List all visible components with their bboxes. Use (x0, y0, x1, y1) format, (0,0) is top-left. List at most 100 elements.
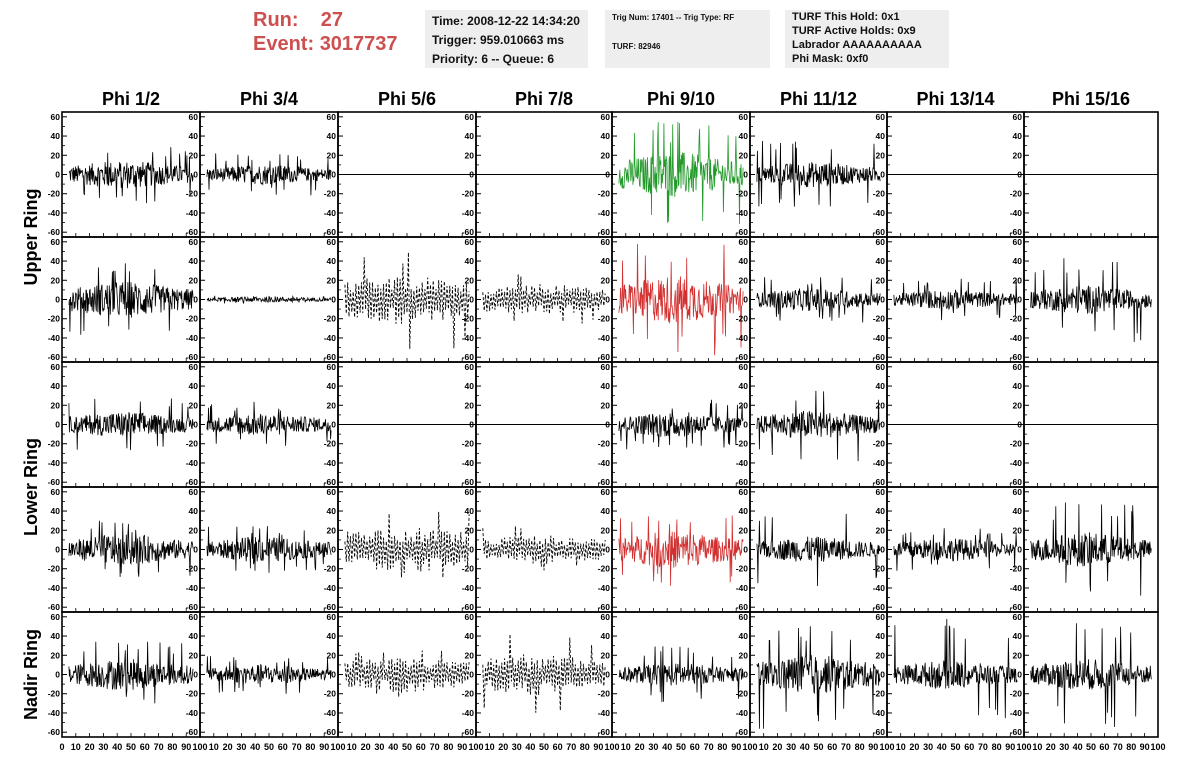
y-tick-label: 20 (51, 400, 61, 410)
y-tick-label: -60 (736, 727, 749, 737)
y-tick-label: 20 (465, 150, 475, 160)
y-tick-label: -60 (598, 477, 611, 487)
y-tick-label: 40 (876, 506, 886, 516)
turf-hold-text: TURF This Hold: 0x1 (792, 11, 900, 23)
y-tick-label: 0 (1017, 545, 1022, 555)
y-tick-label: -20 (736, 689, 749, 699)
y-tick-label: -40 (736, 333, 749, 343)
x-tick-label: 50 (1086, 742, 1096, 752)
x-tick-label: 100 (742, 742, 757, 752)
y-tick-label: -40 (1010, 333, 1023, 343)
y-tick-label: 20 (1013, 150, 1023, 160)
y-tick-label: -40 (462, 708, 475, 718)
x-tick-label: 50 (126, 742, 136, 752)
y-tick-label: 20 (876, 150, 886, 160)
y-tick-label: -60 (873, 477, 886, 487)
y-tick-label: -60 (1010, 727, 1023, 737)
y-tick-label: -60 (736, 352, 749, 362)
y-tick-label: -40 (48, 583, 61, 593)
x-tick-label: 70 (154, 742, 164, 752)
y-tick-label: 20 (465, 400, 475, 410)
y-tick-label: 20 (601, 275, 611, 285)
y-tick-label: 0 (469, 420, 474, 430)
y-tick-label: 20 (189, 525, 199, 535)
y-tick-label: -60 (462, 227, 475, 237)
x-tick-label: 70 (292, 742, 302, 752)
run-row: Run: 27 (253, 8, 398, 32)
y-tick-label: 20 (1013, 525, 1023, 535)
y-tick-label: -60 (1010, 602, 1023, 612)
y-tick-label: 60 (739, 237, 749, 247)
y-tick-label: -60 (1010, 477, 1023, 487)
y-tick-label: -20 (462, 189, 475, 199)
y-tick-label: 0 (880, 670, 885, 680)
column-header: Phi 11/12 (780, 89, 857, 109)
y-tick-label: -60 (324, 227, 337, 237)
y-tick-label: 40 (1013, 506, 1023, 516)
waveform-trace (756, 626, 881, 729)
y-tick-label: -20 (873, 189, 886, 199)
y-tick-label: 0 (743, 420, 748, 430)
y-tick-label: -20 (324, 439, 337, 449)
y-tick-label: 60 (51, 487, 61, 497)
x-tick-label: 40 (937, 742, 947, 752)
y-tick-label: -20 (873, 439, 886, 449)
event-value: 3017737 (319, 33, 398, 55)
y-tick-label: 40 (739, 506, 749, 516)
x-tick-label: 70 (566, 742, 576, 752)
y-tick-label: 40 (601, 256, 611, 266)
y-tick-label: -60 (736, 602, 749, 612)
y-tick-label: -20 (736, 564, 749, 574)
y-tick-label: 0 (605, 670, 610, 680)
y-tick-label: -20 (873, 314, 886, 324)
y-tick-label: 0 (469, 295, 474, 305)
x-tick-label: 20 (1046, 742, 1056, 752)
y-tick-label: 60 (876, 487, 886, 497)
trigger-info-box: Trig Num: 17401 -- Trig Type: RF TURF: 8… (605, 10, 770, 68)
y-tick-label: -20 (598, 564, 611, 574)
y-tick-label: -20 (324, 564, 337, 574)
y-tick-label: 40 (51, 256, 61, 266)
x-tick-label: 90 (731, 742, 741, 752)
y-tick-label: 20 (189, 400, 199, 410)
y-tick-label: -60 (462, 352, 475, 362)
x-tick-label: 40 (800, 742, 810, 752)
y-tick-label: 40 (601, 131, 611, 141)
x-tick-label: 10 (71, 742, 81, 752)
x-tick-label: 90 (868, 742, 878, 752)
y-tick-label: -40 (598, 333, 611, 343)
y-tick-label: 40 (465, 131, 475, 141)
x-tick-label: 30 (236, 742, 246, 752)
y-tick-label: -20 (462, 314, 475, 324)
y-tick-label: -40 (48, 458, 61, 468)
y-tick-label: -40 (186, 583, 199, 593)
waveform-trace (618, 399, 744, 450)
y-tick-label: 0 (193, 170, 198, 180)
y-tick-label: 0 (880, 170, 885, 180)
x-tick-label: 50 (264, 742, 274, 752)
y-tick-label: -40 (1010, 208, 1023, 218)
x-tick-label: 50 (539, 742, 549, 752)
x-tick-label: 30 (648, 742, 658, 752)
waveform-trace (68, 520, 194, 577)
x-tick-label: 70 (1113, 742, 1123, 752)
y-tick-label: -60 (324, 727, 337, 737)
x-tick-label: 80 (855, 742, 865, 752)
y-tick-label: 20 (465, 275, 475, 285)
x-tick-label: 50 (950, 742, 960, 752)
trig-num-text: Trig Num: 17401 -- Trig Type: RF (612, 13, 735, 22)
x-tick-label: 20 (635, 742, 645, 752)
x-tick-label: 60 (553, 742, 563, 752)
y-tick-label: 60 (739, 487, 749, 497)
x-tick-label: 80 (580, 742, 590, 752)
row-label: Upper Ring (21, 189, 41, 286)
waveform-trace (756, 140, 881, 207)
y-tick-label: -40 (462, 458, 475, 468)
x-tick-label: 30 (786, 742, 796, 752)
x-tick-label: 10 (621, 742, 631, 752)
x-tick-label: 100 (879, 742, 894, 752)
y-tick-label: -20 (48, 189, 61, 199)
y-tick-label: 20 (327, 650, 337, 660)
y-tick-label: 0 (55, 545, 60, 555)
x-tick-label: 40 (662, 742, 672, 752)
